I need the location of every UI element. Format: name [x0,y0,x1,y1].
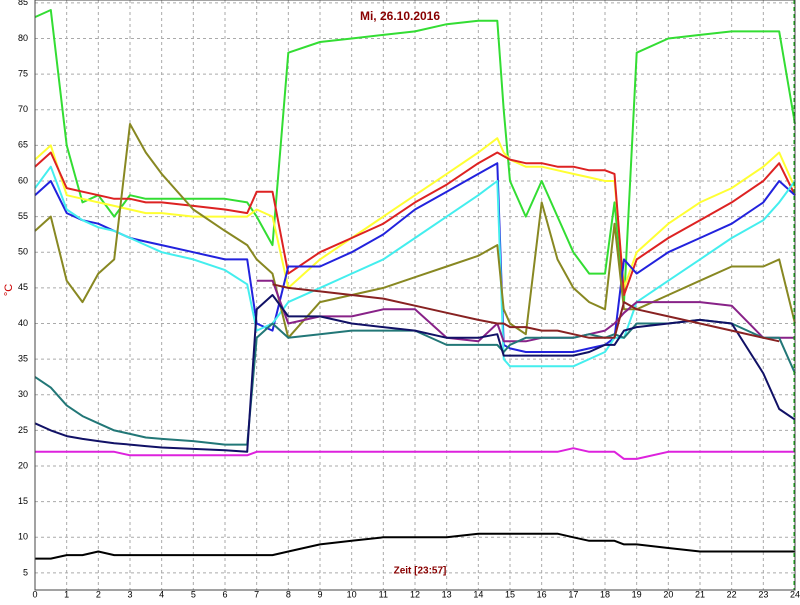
x-tick-label: 1 [64,589,69,599]
y-tick-label: 75 [18,68,28,78]
series-line [34,137,796,289]
x-tick-label: 19 [632,589,642,599]
lines [34,9,796,560]
y-tick-label: 5 [23,567,28,577]
x-tick-label: 0 [32,589,37,599]
y-tick-label: 25 [18,425,28,435]
y-tick-label: 20 [18,460,28,470]
x-tick-label: 5 [191,589,196,599]
y-tick-label: 60 [18,175,28,185]
series-line [34,162,796,353]
x-tick-label: 21 [695,589,705,599]
y-tick-label: 50 [18,247,28,257]
x-tick-label: 12 [410,589,420,599]
x-tick-label: 17 [568,589,578,599]
series-line [35,447,795,460]
y-tick-label: 65 [18,140,28,150]
y-tick-label: 40 [18,318,28,328]
series-line [272,283,780,343]
x-tick-label: 24 [790,589,800,599]
y-tick-label: 30 [18,389,28,399]
chart-title: Mi, 26.10.2016 [360,9,440,23]
x-tick-label: 4 [159,589,164,599]
x-tick-label: 2 [96,589,101,599]
x-tick-label: 13 [442,589,452,599]
y-tick-label: 80 [18,33,28,43]
x-tick-label: 20 [663,589,673,599]
x-tick-label: 22 [727,589,737,599]
grid [34,0,796,590]
y-tick-label: 10 [18,532,28,542]
series-line [34,294,796,453]
x-tick-label: 16 [537,589,547,599]
y-tick-label: 15 [18,496,28,506]
series-line [34,165,796,368]
x-tick-label: 10 [347,589,357,599]
series-line [34,9,796,304]
x-tick-label: 18 [600,589,610,599]
y-tick-label: 35 [18,354,28,364]
series-line [35,532,795,560]
series-line [34,123,796,339]
y-tick-label: 85 [18,0,28,7]
x-tick-label: 6 [222,589,227,599]
x-tick-label: 8 [286,589,291,599]
series-line [34,151,796,296]
x-tick-label: 11 [379,589,388,599]
y-tick-label: 70 [18,104,28,114]
x-tick-label: 3 [127,589,132,599]
time-annotation: Zeit [23:57] [394,566,447,577]
y-tick-label: 45 [18,282,28,292]
x-tick-label: 7 [254,589,259,599]
x-tick-label: 14 [473,589,483,599]
plot-frame [34,0,796,591]
y-tick-label: 55 [18,211,28,221]
x-tick-label: 23 [758,589,768,599]
x-tick-label: 9 [317,589,322,599]
x-tick-label: 15 [505,589,515,599]
y-axis-label: °C [3,284,15,296]
